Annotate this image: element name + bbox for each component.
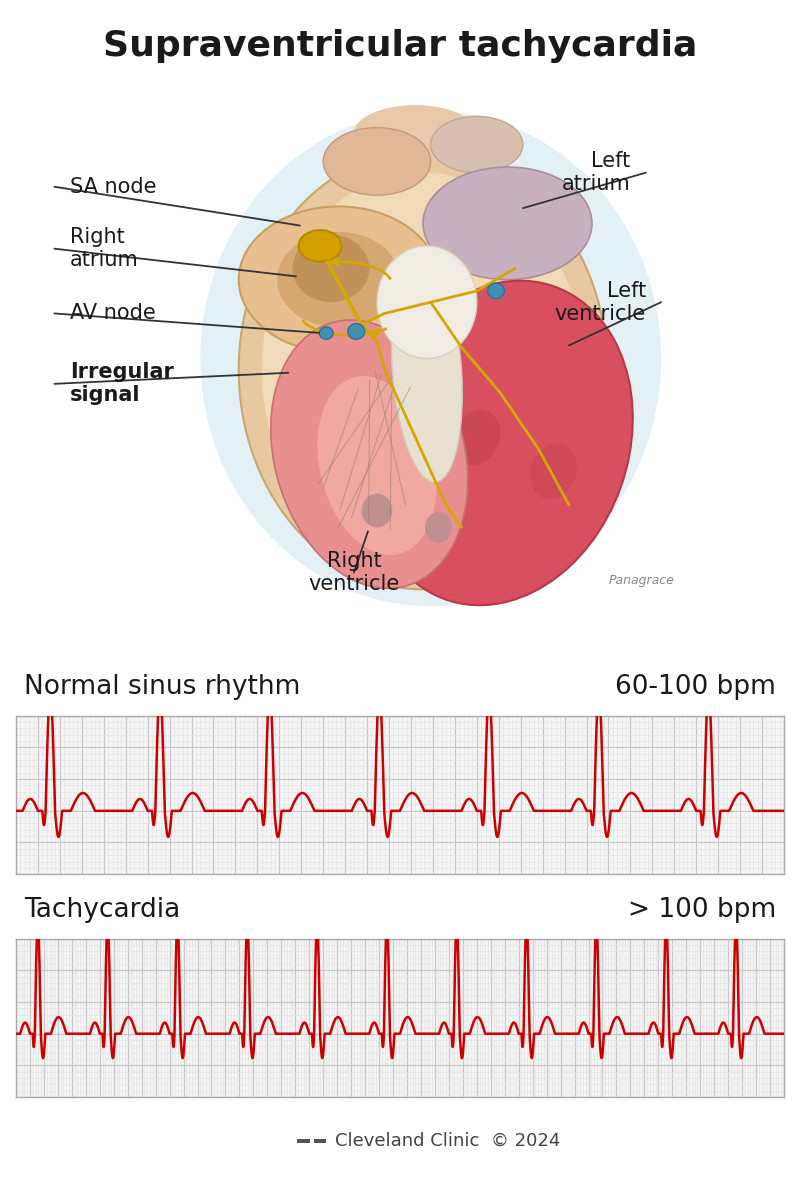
Text: Normal sinus rhythm: Normal sinus rhythm [24,674,300,700]
Bar [298,1141,310,1143]
Text: 60-100 bpm: 60-100 bpm [615,674,776,700]
Ellipse shape [238,206,438,353]
Bar [314,1140,326,1141]
Ellipse shape [377,245,477,358]
Text: AV node: AV node [70,304,155,323]
Ellipse shape [323,128,430,195]
Text: Panagrace: Panagrace [609,573,675,587]
Text: Tachycardia: Tachycardia [24,897,180,923]
Text: Cleveland Clinic  © 2024: Cleveland Clinic © 2024 [334,1132,560,1150]
Ellipse shape [362,493,392,528]
Bar [314,1141,326,1143]
Ellipse shape [425,512,452,543]
Ellipse shape [319,327,333,339]
Ellipse shape [367,281,633,606]
Ellipse shape [487,282,505,299]
Text: > 100 bpm: > 100 bpm [628,897,776,923]
Ellipse shape [423,168,592,280]
Text: SA node: SA node [70,177,156,196]
Circle shape [298,230,342,262]
Text: Right
atrium: Right atrium [70,227,138,271]
Ellipse shape [262,172,584,567]
Text: Left
atrium: Left atrium [562,151,630,194]
Ellipse shape [200,111,661,606]
Ellipse shape [354,105,477,162]
Text: Left
ventricle: Left ventricle [554,280,646,323]
Ellipse shape [391,257,462,482]
Ellipse shape [454,409,500,466]
Ellipse shape [348,323,365,339]
Ellipse shape [238,150,607,589]
Ellipse shape [277,232,400,328]
Ellipse shape [318,376,437,555]
Ellipse shape [530,443,577,499]
Text: Right
ventricle: Right ventricle [308,551,399,594]
Bar [298,1140,310,1141]
Ellipse shape [430,116,523,172]
Ellipse shape [271,320,468,589]
Ellipse shape [293,235,370,302]
Text: Supraventricular tachycardia: Supraventricular tachycardia [103,29,697,63]
Text: Irregular
signal: Irregular signal [70,363,174,406]
